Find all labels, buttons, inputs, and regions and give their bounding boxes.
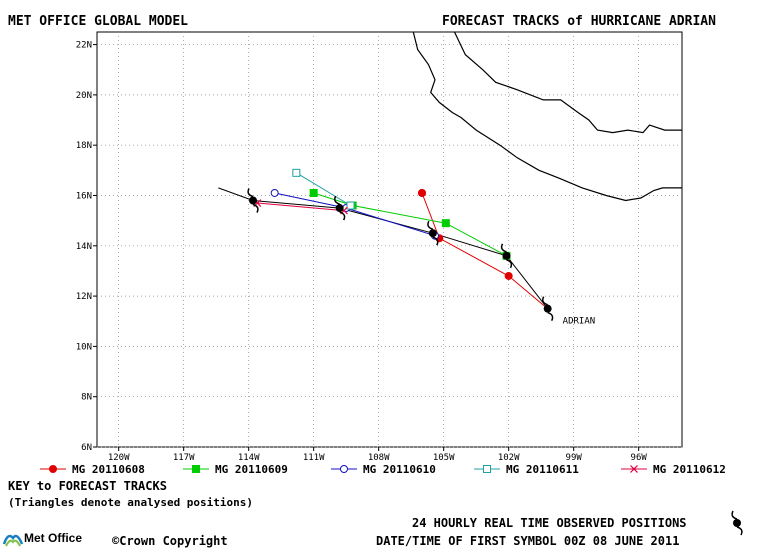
x-tick-label: 114W xyxy=(238,453,260,463)
chart-title: FORECAST TRACKS of HURRICANE ADRIAN xyxy=(442,14,716,29)
key-note: (Triangles denote analysed positions) xyxy=(8,496,254,509)
grid-lines xyxy=(97,32,682,448)
hurricane-symbols xyxy=(247,188,554,322)
series-mg-20110611 xyxy=(292,168,355,210)
hurricane-icon xyxy=(500,243,513,269)
x-tick-label: 111W xyxy=(303,453,325,463)
coastline-line xyxy=(412,31,682,202)
legend-label: MG 20110609 xyxy=(215,463,288,476)
series-point xyxy=(340,465,348,473)
hurricane-arm xyxy=(547,311,554,322)
copyright-text: ©Crown Copyright xyxy=(112,534,228,548)
legend-item: MG 20110609 xyxy=(183,463,288,476)
y-tick-label: 10N xyxy=(76,342,92,352)
legend: MG 20110608 MG 20110609 MG 20110610 MG 2011… xyxy=(40,463,726,476)
series-line xyxy=(313,192,507,257)
hurricane-arm xyxy=(334,195,340,205)
hurricane-arm xyxy=(432,236,439,246)
observed-positions-label: 24 HOURLY REAL TIME OBSERVED POSITIONS xyxy=(412,516,687,530)
hurricane-icon xyxy=(427,220,439,246)
series-mg-20110609 xyxy=(309,188,511,260)
series-point xyxy=(630,465,638,473)
coastline xyxy=(412,31,682,202)
series-line xyxy=(421,192,549,310)
y-tick-label: 6N xyxy=(81,443,92,453)
legend-label: MG 20110611 xyxy=(506,463,579,476)
legend-label: MG 20110610 xyxy=(363,463,436,476)
hurricane-arm xyxy=(339,211,346,221)
series-mg-20110610 xyxy=(270,188,439,240)
series-point xyxy=(49,465,57,473)
hurricane-arm xyxy=(247,188,254,198)
hurricane-core xyxy=(543,304,552,313)
series-point xyxy=(504,271,513,280)
x-tick-label: 120W xyxy=(108,453,130,463)
model-title: MET OFFICE GLOBAL MODEL xyxy=(8,14,189,29)
met-office-logo-icon xyxy=(2,534,24,547)
hurricane-arm xyxy=(542,296,548,306)
x-tick-label: 102W xyxy=(498,453,520,463)
hurricane-icon xyxy=(334,195,346,221)
series-line xyxy=(274,192,436,237)
series-line xyxy=(296,172,351,206)
series-point xyxy=(292,168,301,177)
hurricane-arm xyxy=(506,259,513,269)
hurricane-core xyxy=(335,204,344,213)
y-tick-label: 8N xyxy=(81,393,92,403)
observed-track xyxy=(218,187,549,310)
x-tick-label: 117W xyxy=(173,453,195,463)
observed-track-line xyxy=(218,187,549,310)
hurricane-arm xyxy=(427,220,434,230)
hurricane-arm xyxy=(252,203,259,213)
observed-hurricane-icon xyxy=(731,510,743,536)
hurricane-core xyxy=(733,519,741,527)
y-tick-label: 12N xyxy=(76,292,92,302)
hurricane-icon xyxy=(247,188,259,213)
date-label: DATE/TIME OF FIRST SYMBOL 00Z 08 JUNE 20… xyxy=(376,534,680,548)
series-line xyxy=(257,202,345,212)
x-tick-label: 108W xyxy=(368,453,390,463)
series-point xyxy=(309,188,318,197)
series-point xyxy=(346,201,355,210)
legend-item: MG 20110612 xyxy=(621,463,726,476)
coastline-line xyxy=(453,31,682,134)
y-tick-label: 14N xyxy=(76,242,92,252)
hurricane-core xyxy=(502,251,511,260)
series-point xyxy=(441,219,450,228)
observed-positions-symbol-icon xyxy=(731,510,743,536)
legend-item: MG 20110611 xyxy=(474,463,579,476)
hurricane-arm xyxy=(736,526,743,536)
series-point xyxy=(418,188,426,197)
key-title: KEY to FORECAST TRACKS xyxy=(8,479,167,493)
logo-text: Met Office xyxy=(24,531,83,545)
series-point xyxy=(483,465,491,473)
hurricane-icon xyxy=(542,296,554,322)
legend-label: MG 20110612 xyxy=(653,463,726,476)
hurricane-arm xyxy=(500,243,507,253)
y-tick-label: 20N xyxy=(76,91,92,101)
storm-label: ADRIAN xyxy=(563,317,596,327)
legend-label: MG 20110608 xyxy=(72,463,145,476)
x-tick-label: 96W xyxy=(631,453,648,463)
met-office-logo: Met Office xyxy=(2,530,102,548)
hurricane-arm xyxy=(731,510,738,520)
map-frame xyxy=(96,31,683,448)
axis-ticks: 120W 117W 114W 111W 108W 105W 102W 99W 96W 6N 8N 10… xyxy=(76,41,648,463)
forecast-series xyxy=(253,168,549,310)
x-tick-label: 105W xyxy=(433,453,455,463)
legend-item: MG 20110610 xyxy=(331,463,436,476)
y-tick-label: 16N xyxy=(76,191,92,201)
legend-item: MG 20110608 xyxy=(40,463,145,476)
x-tick-label: 99W xyxy=(566,453,583,463)
hurricane-core xyxy=(428,229,437,238)
y-tick-label: 18N xyxy=(76,141,92,151)
y-tick-label: 22N xyxy=(76,41,92,51)
series-point xyxy=(192,465,200,473)
series-point xyxy=(270,188,279,197)
hurricane-core xyxy=(249,196,257,205)
